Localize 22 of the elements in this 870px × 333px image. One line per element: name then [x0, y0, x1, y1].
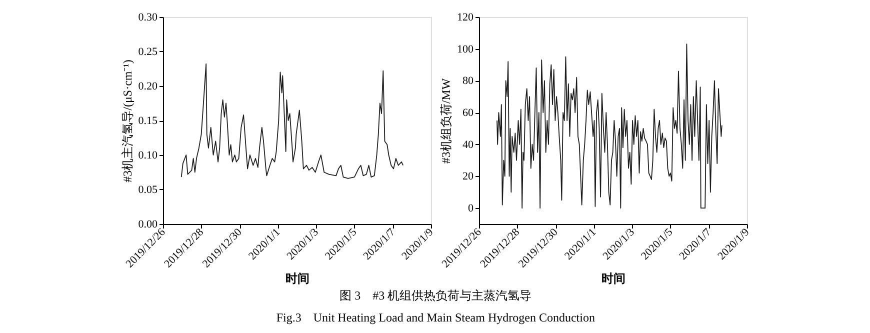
y-tick-label: 0 — [468, 202, 474, 215]
line-series — [496, 44, 722, 209]
y-tick-label: 0.25 — [138, 46, 158, 58]
y-tick-label: 0.20 — [138, 80, 158, 92]
y-tick-label: 80 — [462, 75, 474, 88]
y-axis-title: #3机组负荷/MW — [439, 78, 453, 164]
caption: Fig.3 Unit Heating Load and Main Steam Hydrogen Conduction — [276, 310, 595, 324]
y-tick-label: 60 — [462, 107, 474, 120]
line-series — [180, 63, 404, 179]
y-tick-label: 120 — [457, 12, 474, 24]
y-tick-label: 20 — [462, 170, 474, 183]
y-tick-label: 0.15 — [138, 115, 158, 127]
x-axis-title: 时间 — [286, 271, 310, 286]
y-tick-label: 0.00 — [138, 218, 158, 230]
y-axis-title: #3机主汽氢导/(μS·cm⁻¹) — [120, 60, 134, 182]
y-tick-label: 0.10 — [138, 150, 158, 162]
y-tick-label: 100 — [457, 43, 474, 56]
y-tick-label: 0.30 — [138, 12, 158, 24]
x-axis-title: 时间 — [602, 271, 626, 286]
y-tick-label: 0.05 — [138, 184, 158, 196]
caption: 图 3 #3 机组供热负荷与主蒸汽氢导 — [340, 288, 532, 302]
y-tick-label: 40 — [462, 138, 474, 151]
